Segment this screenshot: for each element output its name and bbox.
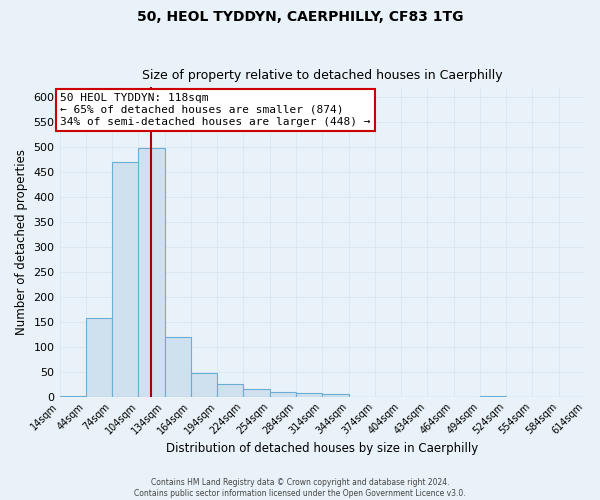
Bar xyxy=(86,318,112,396)
Bar xyxy=(270,392,296,396)
Title: Size of property relative to detached houses in Caerphilly: Size of property relative to detached ho… xyxy=(142,69,503,82)
Bar xyxy=(217,384,244,396)
Bar xyxy=(191,373,217,396)
Bar xyxy=(322,394,349,396)
Y-axis label: Number of detached properties: Number of detached properties xyxy=(15,149,28,335)
Bar xyxy=(296,392,322,396)
X-axis label: Distribution of detached houses by size in Caerphilly: Distribution of detached houses by size … xyxy=(166,442,478,455)
Text: 50, HEOL TYDDYN, CAERPHILLY, CF83 1TG: 50, HEOL TYDDYN, CAERPHILLY, CF83 1TG xyxy=(137,10,463,24)
Text: Contains HM Land Registry data © Crown copyright and database right 2024.
Contai: Contains HM Land Registry data © Crown c… xyxy=(134,478,466,498)
Bar xyxy=(112,162,139,396)
Bar xyxy=(139,148,164,396)
Bar xyxy=(164,337,191,396)
Bar xyxy=(244,389,270,396)
Text: 50 HEOL TYDDYN: 118sqm
← 65% of detached houses are smaller (874)
34% of semi-de: 50 HEOL TYDDYN: 118sqm ← 65% of detached… xyxy=(61,94,371,126)
